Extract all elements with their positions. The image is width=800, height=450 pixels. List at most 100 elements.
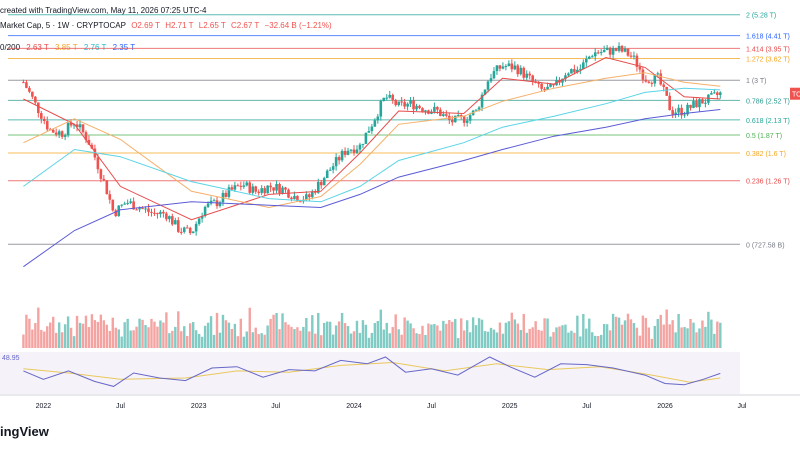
moving-average-legend: 0/200 2.63 T 3.85 T 2.76 T 2.35 T <box>0 43 139 52</box>
candle-body <box>456 115 460 117</box>
candle-body <box>623 48 627 52</box>
volume-bar <box>692 322 695 348</box>
volume-bar <box>251 332 254 348</box>
volume-bar <box>656 319 659 348</box>
candle-body <box>415 105 418 110</box>
volume-bar <box>659 314 662 348</box>
volume-bar <box>311 315 314 348</box>
candle-body <box>126 202 129 204</box>
volume-bar <box>421 325 424 348</box>
volume-bar <box>579 336 582 348</box>
candle-body <box>308 194 311 198</box>
candle-body <box>698 99 701 108</box>
volume-bar <box>358 332 362 348</box>
volume-bar <box>397 329 400 348</box>
ohlc-change: −32.64 B (−1.21%) <box>264 21 332 30</box>
candle-body <box>638 66 642 70</box>
candle-body <box>492 71 496 79</box>
volume-bar <box>105 324 109 348</box>
ohlc-close: C2.67 T <box>230 21 260 30</box>
volume-bar <box>156 326 159 348</box>
candle-body <box>531 75 534 82</box>
volume-bar <box>638 335 642 348</box>
ohlc-open: O2.69 T <box>131 21 160 30</box>
candle-body <box>343 150 347 155</box>
volume-bar <box>22 334 25 348</box>
volume-bar <box>284 322 287 348</box>
volume-bar <box>260 333 263 348</box>
candle-body <box>605 47 609 51</box>
volume-bar <box>442 320 445 348</box>
volume-bar <box>451 321 454 348</box>
candle-body <box>677 107 680 113</box>
candle-body <box>596 52 600 54</box>
candle-body <box>683 114 686 116</box>
fib-level-label: 1.272 (3.62 T) <box>746 56 790 63</box>
candle-body <box>263 188 266 194</box>
candle-body <box>686 104 689 115</box>
volume-bar <box>650 338 654 348</box>
candle-body <box>656 73 660 75</box>
price-badge <box>790 87 800 100</box>
volume-bar <box>63 324 67 348</box>
candle-body <box>153 212 156 214</box>
candle-body <box>182 227 186 232</box>
volume-bar <box>126 318 129 348</box>
volume-bar <box>439 330 442 348</box>
candle-body <box>361 143 365 145</box>
fib-level-label: 1.618 (4.41 T) <box>746 34 790 41</box>
volume-bar <box>200 336 204 348</box>
x-axis-tick-label: 2024 <box>346 403 362 410</box>
volume-bar <box>60 332 64 348</box>
volume-bar <box>534 321 537 348</box>
volume-bar <box>567 332 570 348</box>
candle-body <box>593 52 597 57</box>
candle-body <box>346 150 350 155</box>
candle-body <box>328 169 332 171</box>
candle-body <box>212 200 216 202</box>
candle-body <box>296 195 299 202</box>
candle-body <box>552 83 555 86</box>
candle-body <box>620 46 624 52</box>
volume-bar <box>305 317 308 348</box>
volume-bar <box>445 323 448 348</box>
volume-bar <box>394 314 397 348</box>
candle-body <box>424 110 427 112</box>
volume-bar <box>492 329 496 348</box>
volume-bar <box>597 336 600 348</box>
candle-body <box>266 185 269 194</box>
candle-body <box>495 65 499 72</box>
volume-bar <box>302 326 305 348</box>
volume-bar <box>84 315 88 348</box>
candle-body <box>590 56 594 58</box>
volume-bar <box>197 333 201 348</box>
volume-bar <box>525 332 528 348</box>
candle-body <box>319 181 323 186</box>
ma-legend-value-2: 3.85 T <box>55 43 78 52</box>
volume-bar <box>576 315 579 348</box>
ma-legend-value-3: 2.76 T <box>83 43 107 52</box>
candle-body <box>179 231 183 233</box>
candle-body <box>692 101 695 108</box>
candle-body <box>78 124 82 128</box>
volume-bar <box>707 311 710 348</box>
volume-bar <box>227 322 231 348</box>
volume-bar <box>623 320 627 348</box>
candle-body <box>81 124 85 133</box>
candle-body <box>233 185 237 190</box>
volume-bar <box>269 318 272 348</box>
fib-level-label: 0.236 (1.26 T) <box>746 179 790 186</box>
volume-bar <box>93 320 97 348</box>
volume-bar <box>415 333 418 348</box>
volume-bar <box>257 334 260 348</box>
candle-body <box>516 65 520 75</box>
candle-body <box>322 178 326 186</box>
volume-bar <box>278 329 281 348</box>
moving-average-line <box>23 72 721 209</box>
candle-body <box>576 69 579 73</box>
candle-body <box>349 149 353 151</box>
candle-body <box>644 79 648 82</box>
volume-bar <box>54 332 58 348</box>
volume-bar <box>689 318 692 348</box>
